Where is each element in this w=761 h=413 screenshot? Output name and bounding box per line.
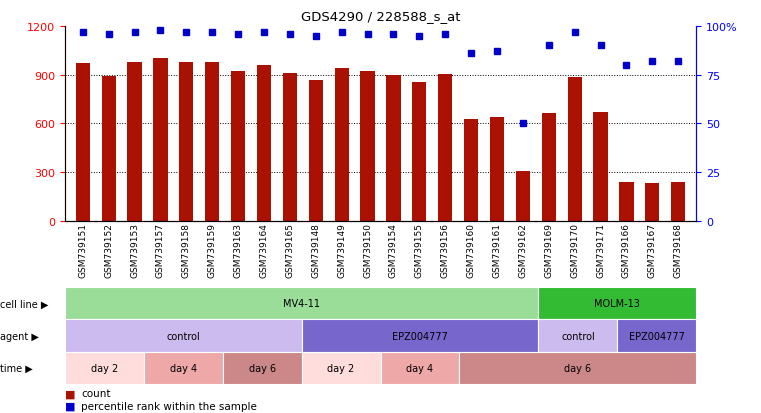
Bar xyxy=(101,77,116,221)
Bar xyxy=(568,78,581,221)
Bar xyxy=(154,59,167,221)
Bar xyxy=(619,183,634,221)
Bar xyxy=(231,72,245,221)
Bar xyxy=(283,74,297,221)
Bar xyxy=(387,76,400,221)
Text: MOLM-13: MOLM-13 xyxy=(594,299,640,309)
Bar xyxy=(490,118,504,221)
Bar xyxy=(309,81,323,221)
Bar xyxy=(542,114,556,221)
Bar xyxy=(464,120,478,221)
Text: ■: ■ xyxy=(65,389,75,399)
Text: GDS4290 / 228588_s_at: GDS4290 / 228588_s_at xyxy=(301,10,460,23)
Bar xyxy=(594,113,607,221)
Text: EPZ004777: EPZ004777 xyxy=(392,331,448,341)
Text: cell line ▶: cell line ▶ xyxy=(0,299,49,309)
Bar xyxy=(645,183,660,221)
Bar xyxy=(412,83,426,221)
Text: control: control xyxy=(166,331,200,341)
Bar xyxy=(671,183,686,221)
Bar xyxy=(75,64,90,221)
Text: agent ▶: agent ▶ xyxy=(0,331,39,341)
Text: count: count xyxy=(81,389,111,399)
Text: time ▶: time ▶ xyxy=(0,363,33,373)
Bar xyxy=(438,75,452,221)
Bar xyxy=(257,66,271,221)
Text: day 2: day 2 xyxy=(327,363,355,373)
Bar xyxy=(335,69,349,221)
Text: ■: ■ xyxy=(65,401,75,411)
Bar xyxy=(361,71,374,221)
Text: control: control xyxy=(561,331,595,341)
Text: EPZ004777: EPZ004777 xyxy=(629,331,685,341)
Bar xyxy=(205,63,219,221)
Text: day 6: day 6 xyxy=(565,363,591,373)
Text: day 6: day 6 xyxy=(249,363,275,373)
Text: percentile rank within the sample: percentile rank within the sample xyxy=(81,401,257,411)
Bar xyxy=(127,62,142,221)
Bar xyxy=(180,62,193,221)
Text: day 4: day 4 xyxy=(406,363,434,373)
Bar xyxy=(516,171,530,221)
Text: day 4: day 4 xyxy=(170,363,196,373)
Text: day 2: day 2 xyxy=(91,363,118,373)
Text: MV4-11: MV4-11 xyxy=(283,299,320,309)
